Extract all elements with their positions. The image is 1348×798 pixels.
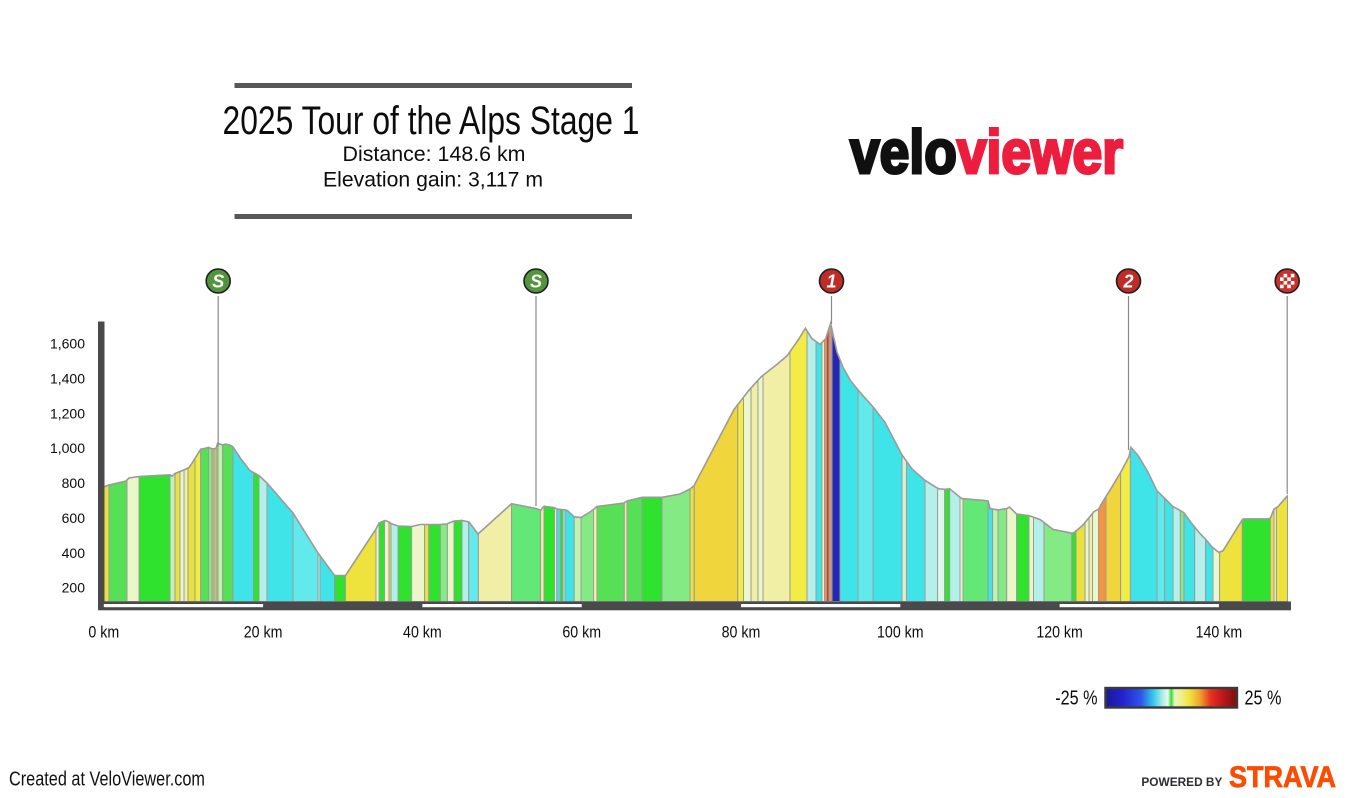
svg-text:120 km: 120 km (1036, 623, 1083, 642)
svg-text:1,000: 1,000 (50, 440, 85, 456)
svg-text:Elevation gain: 3,117 m: Elevation gain: 3,117 m (323, 167, 543, 192)
svg-text:2025 Tour of the Alps Stage 1: 2025 Tour of the Alps Stage 1 (223, 99, 640, 143)
svg-text:60 km: 60 km (562, 623, 601, 642)
svg-text:200: 200 (62, 580, 86, 596)
svg-text:20 km: 20 km (244, 623, 283, 642)
svg-text:0 km: 0 km (88, 623, 119, 642)
svg-text:800: 800 (62, 475, 86, 491)
svg-text:1: 1 (826, 272, 836, 292)
svg-text:40 km: 40 km (403, 623, 442, 642)
svg-text:Distance: 148.6 km: Distance: 148.6 km (343, 141, 526, 166)
svg-text:140 km: 140 km (1196, 623, 1243, 642)
svg-text:25 %: 25 % (1245, 688, 1282, 710)
svg-text:400: 400 (62, 545, 86, 561)
svg-text:1,600: 1,600 (50, 336, 85, 352)
svg-text:STRAVA: STRAVA (1229, 761, 1336, 794)
svg-text:POWERED BY: POWERED BY (1141, 776, 1222, 789)
svg-text:1,200: 1,200 (50, 405, 85, 421)
svg-text:-25 %: -25 % (1055, 688, 1097, 710)
svg-text:600: 600 (62, 510, 86, 526)
svg-text:S: S (530, 272, 542, 292)
svg-text:1,400: 1,400 (50, 371, 85, 387)
svg-text:80 km: 80 km (722, 623, 761, 642)
svg-text:2: 2 (1122, 272, 1133, 292)
svg-text:Created at VeloViewer.com: Created at VeloViewer.com (9, 769, 205, 791)
svg-text:100 km: 100 km (877, 623, 924, 642)
svg-text:veloviewer: veloviewer (850, 118, 1123, 187)
svg-text:S: S (212, 272, 224, 292)
